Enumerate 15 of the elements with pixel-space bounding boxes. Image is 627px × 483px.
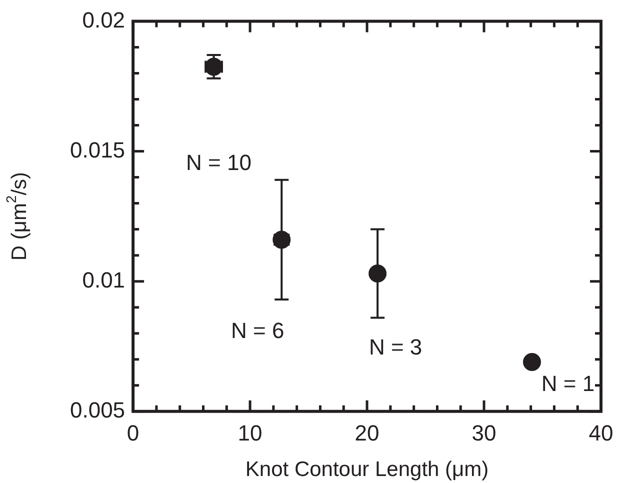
y-tick-label: 0.005 xyxy=(70,397,126,422)
annotation: N = 10 xyxy=(186,150,252,175)
x-tick-label: 30 xyxy=(472,420,496,446)
annotation: N = 3 xyxy=(368,334,422,360)
annotation: N = 6 xyxy=(231,318,284,343)
x-tick-label: 10 xyxy=(238,420,262,446)
x-axis-title: Knot Contour Length (μm) xyxy=(245,458,489,482)
y-tick-label: 0.015 xyxy=(70,137,126,162)
x-tick-label: 0 xyxy=(126,420,140,446)
annotation: N = 1 xyxy=(541,371,595,396)
x-tick-label: 40 xyxy=(588,420,614,446)
y-tick-label: 0.01 xyxy=(82,267,126,292)
y-tick-label: 0.02 xyxy=(82,7,126,32)
x-tick-label: 20 xyxy=(354,420,380,446)
y-axis-title: D (μm2/s) xyxy=(2,172,31,261)
